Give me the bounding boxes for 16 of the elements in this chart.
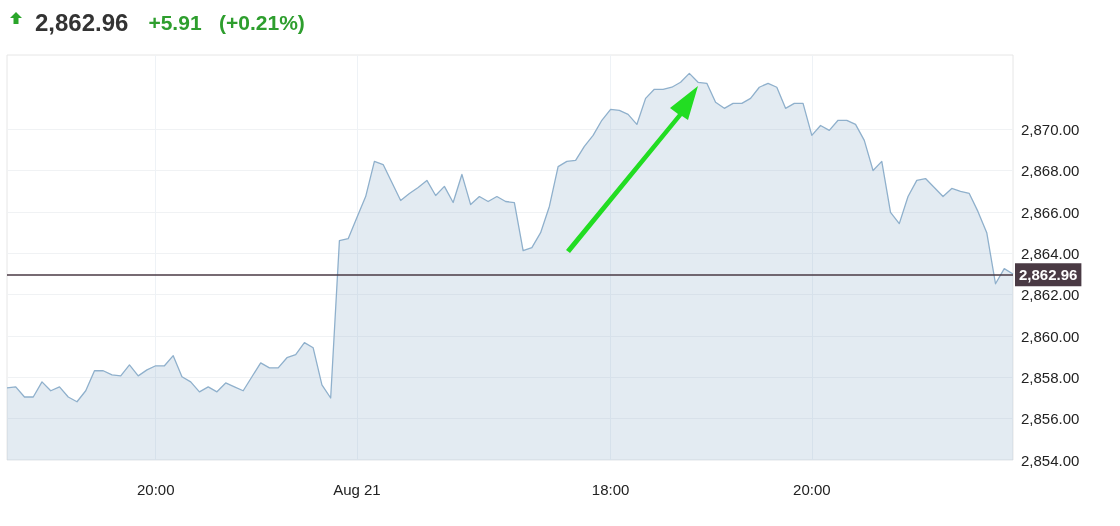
y-tick-label: 2,860.00 [1021,327,1080,345]
y-tick-label: 2,862.00 [1021,286,1080,304]
x-tick-label: 18:00 [591,481,630,498]
y-tick-label: 2,870.00 [1021,120,1080,138]
y-tick-label: 2,868.00 [1021,162,1080,180]
x-tick-label: 20:00 [136,481,175,498]
y-tick-label: 2,866.00 [1021,203,1080,221]
y-tick-label: 2,854.00 [1021,451,1080,469]
chart-title: 2,862.96 [35,8,129,36]
x-tick-label: 20:00 [793,481,831,498]
ref-line-label: 2,862.96 [1019,266,1078,284]
y-tick-label: 2,856.00 [1021,410,1080,428]
x-tick-label: Aug 21 [333,481,381,498]
y-tick-label: 2,858.00 [1021,368,1080,386]
y-tick-label: 2,864.00 [1021,244,1080,262]
chart-subtitle: +5.91 (+0.21%) [148,11,305,34]
